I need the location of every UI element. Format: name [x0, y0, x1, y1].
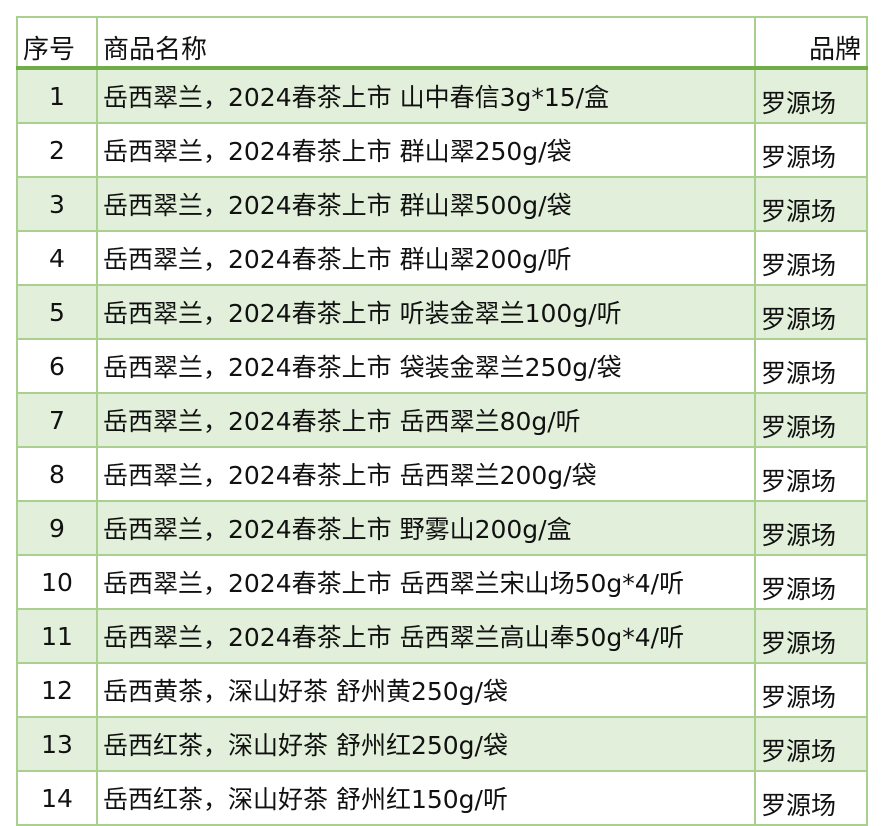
header-product-name: 商品名称	[96, 16, 756, 70]
index-cell: 9	[16, 500, 98, 556]
index-cell: 3	[16, 176, 98, 232]
brand-cell: 罗源场	[754, 500, 868, 556]
product-name-cell: 岳西翠兰，2024春茶上市 听装金翠兰100g/听	[96, 284, 756, 340]
brand-cell: 罗源场	[754, 662, 868, 718]
product-name-cell: 岳西翠兰，2024春茶上市 岳西翠兰80g/听	[96, 392, 756, 448]
index-cell: 4	[16, 230, 98, 286]
brand-cell: 罗源场	[754, 284, 868, 340]
product-name-cell: 岳西翠兰，2024春茶上市 岳西翠兰高山奉50g*4/听	[96, 608, 756, 664]
table-row: 8 岳西翠兰，2024春茶上市 岳西翠兰200g/袋 罗源场	[16, 446, 868, 502]
table-row: 5 岳西翠兰，2024春茶上市 听装金翠兰100g/听 罗源场	[16, 284, 868, 340]
product-name-cell: 岳西翠兰，2024春茶上市 袋装金翠兰250g/袋	[96, 338, 756, 394]
product-name-cell: 岳西翠兰，2024春茶上市 群山翠250g/袋	[96, 122, 756, 178]
index-cell: 14	[16, 770, 98, 826]
table-row: 4 岳西翠兰，2024春茶上市 群山翠200g/听 罗源场	[16, 230, 868, 286]
index-cell: 6	[16, 338, 98, 394]
brand-cell: 罗源场	[754, 608, 868, 664]
index-cell: 5	[16, 284, 98, 340]
brand-cell: 罗源场	[754, 392, 868, 448]
index-cell: 8	[16, 446, 98, 502]
brand-cell: 罗源场	[754, 338, 868, 394]
product-table: 序号 商品名称 品牌 1 岳西翠兰，2024春茶上市 山中春信3g*15/盒 罗源场…	[16, 16, 868, 826]
product-name-cell: 岳西红茶，深山好茶 舒州红250g/袋	[96, 716, 756, 772]
product-name-cell: 岳西黄茶，深山好茶 舒州黄250g/袋	[96, 662, 756, 718]
product-name-cell: 岳西红茶，深山好茶 舒州红150g/听	[96, 770, 756, 826]
product-name-cell: 岳西翠兰，2024春茶上市 野雾山200g/盒	[96, 500, 756, 556]
product-name-cell: 岳西翠兰，2024春茶上市 岳西翠兰宋山场50g*4/听	[96, 554, 756, 610]
table-row: 14 岳西红茶，深山好茶 舒州红150g/听 罗源场	[16, 770, 868, 826]
table-row: 3 岳西翠兰，2024春茶上市 群山翠500g/袋 罗源场	[16, 176, 868, 232]
index-cell: 1	[16, 67, 98, 124]
index-cell: 7	[16, 392, 98, 448]
brand-cell: 罗源场	[754, 554, 868, 610]
table-row: 13 岳西红茶，深山好茶 舒州红250g/袋 罗源场	[16, 716, 868, 772]
index-cell: 10	[16, 554, 98, 610]
product-name-cell: 岳西翠兰，2024春茶上市 岳西翠兰200g/袋	[96, 446, 756, 502]
table-row: 11 岳西翠兰，2024春茶上市 岳西翠兰高山奉50g*4/听 罗源场	[16, 608, 868, 664]
brand-cell: 罗源场	[754, 176, 868, 232]
index-cell: 12	[16, 662, 98, 718]
product-name-cell: 岳西翠兰，2024春茶上市 群山翠500g/袋	[96, 176, 756, 232]
table-row: 6 岳西翠兰，2024春茶上市 袋装金翠兰250g/袋 罗源场	[16, 338, 868, 394]
table-row: 10 岳西翠兰，2024春茶上市 岳西翠兰宋山场50g*4/听 罗源场	[16, 554, 868, 610]
product-name-cell: 岳西翠兰，2024春茶上市 山中春信3g*15/盒	[96, 67, 756, 124]
brand-cell: 罗源场	[754, 716, 868, 772]
index-cell: 13	[16, 716, 98, 772]
table-row: 2 岳西翠兰，2024春茶上市 群山翠250g/袋 罗源场	[16, 122, 868, 178]
brand-cell: 罗源场	[754, 122, 868, 178]
header-row: 序号 商品名称 品牌	[16, 16, 868, 70]
header-brand: 品牌	[754, 16, 868, 70]
table-row: 9 岳西翠兰，2024春茶上市 野雾山200g/盒 罗源场	[16, 500, 868, 556]
product-name-cell: 岳西翠兰，2024春茶上市 群山翠200g/听	[96, 230, 756, 286]
header-index: 序号	[16, 16, 98, 70]
table-row: 7 岳西翠兰，2024春茶上市 岳西翠兰80g/听 罗源场	[16, 392, 868, 448]
index-cell: 11	[16, 608, 98, 664]
table-row: 12 岳西黄茶，深山好茶 舒州黄250g/袋 罗源场	[16, 662, 868, 718]
brand-cell: 罗源场	[754, 230, 868, 286]
index-cell: 2	[16, 122, 98, 178]
brand-cell: 罗源场	[754, 770, 868, 826]
brand-cell: 罗源场	[754, 67, 868, 124]
table-row: 1 岳西翠兰，2024春茶上市 山中春信3g*15/盒 罗源场	[16, 67, 868, 124]
brand-cell: 罗源场	[754, 446, 868, 502]
